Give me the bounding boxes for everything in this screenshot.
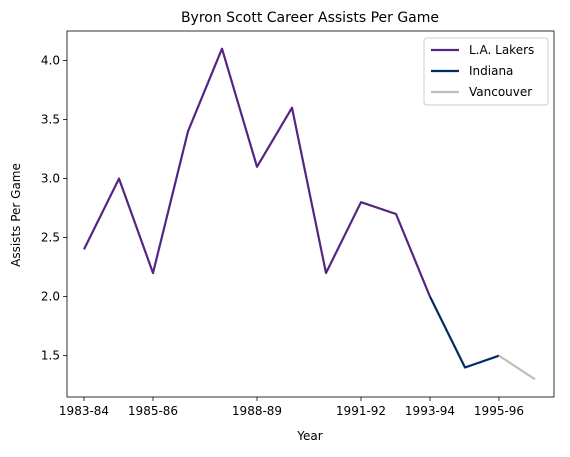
y-tick-label: 4.0 [41, 54, 60, 68]
x-tick-label: 1995-96 [474, 404, 524, 418]
x-axis-label: Year [296, 429, 322, 443]
legend-label: Vancouver [469, 85, 532, 99]
axis-ticks: 1983-84 1985-86 1988-89 1991-92 1993-94 1995-… [41, 54, 524, 418]
series-line-l-a-lakers [83, 47, 432, 298]
x-tick-label: 1993-94 [405, 404, 455, 418]
legend: L.A. Lakers Indiana Vancouver [423, 37, 549, 106]
series-line-indiana [429, 296, 500, 369]
y-tick-label: 2.0 [41, 290, 60, 304]
y-axis-label: Assists Per Game [9, 163, 23, 267]
chart-title: Byron Scott Career Assists Per Game [181, 10, 439, 26]
legend-box [423, 37, 549, 106]
x-tick-label: 1991-92 [336, 404, 386, 418]
legend-label: L.A. Lakers [469, 43, 534, 57]
x-tick-label: 1988-89 [232, 404, 282, 418]
series-lines [83, 47, 536, 381]
x-tick-label: 1985-86 [128, 404, 178, 418]
y-tick-label: 3.0 [41, 172, 60, 186]
x-tick-label: 1983-84 [59, 404, 109, 418]
legend-label: Indiana [469, 64, 513, 78]
series-line-vancouver [498, 354, 536, 381]
plot-frame [66, 30, 555, 398]
y-tick-label: 2.5 [41, 231, 60, 245]
y-tick-label: 3.5 [41, 113, 60, 127]
y-tick-label: 1.5 [41, 349, 60, 363]
